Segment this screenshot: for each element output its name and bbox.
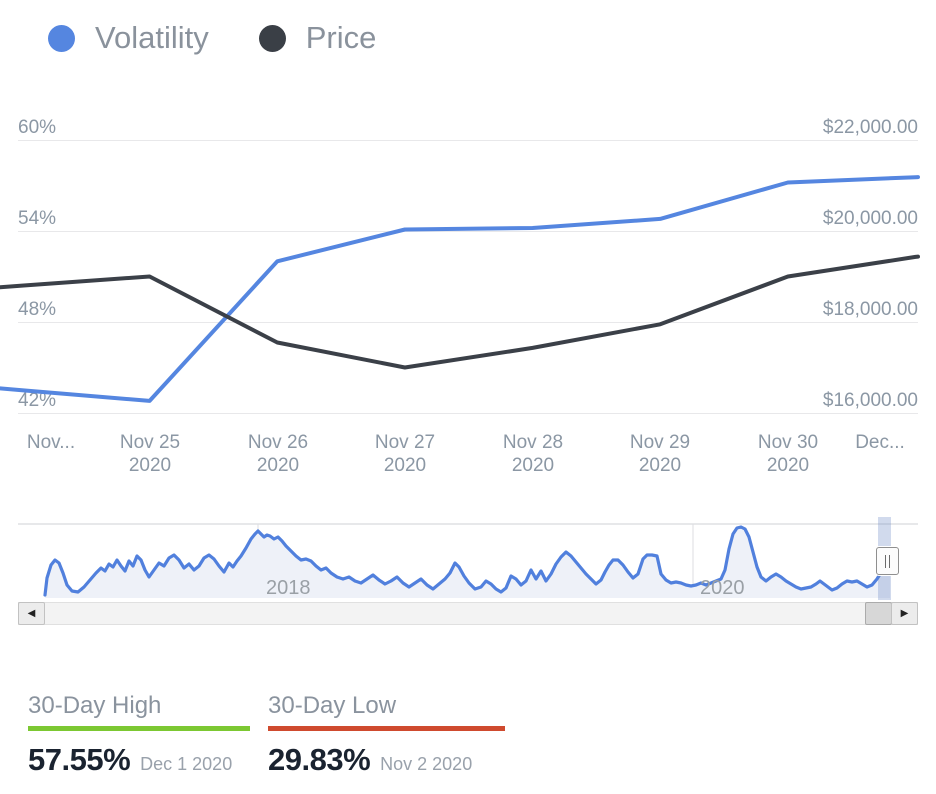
price-dot-icon	[258, 24, 286, 52]
stat-low-value: 29.83%	[268, 742, 371, 777]
navigator-year-label: 2020	[700, 577, 745, 599]
price-line	[0, 254, 920, 370]
stat-high-value: 57.55%	[28, 742, 131, 777]
plot-area[interactable]	[0, 0, 936, 515]
grip-lines-icon	[889, 554, 890, 568]
legend-label-volatility: Volatility	[95, 20, 209, 55]
stat-30-day-low: 30-Day Low 29.83% Nov 2 2020	[268, 692, 505, 778]
left-axis-tick: 42%	[18, 390, 57, 411]
left-axis-tick: 54%	[18, 208, 57, 229]
volatility-line	[0, 175, 920, 403]
navigator-chart[interactable]	[0, 515, 936, 605]
navigator-year-label: 2018	[266, 577, 311, 599]
scrollbar-thumb[interactable]	[865, 602, 892, 625]
x-tick: Dec...	[855, 432, 905, 453]
grip-lines-icon	[885, 554, 886, 568]
legend-item-price[interactable]: Price	[258, 20, 377, 56]
right-axis-tick: $20,000.00	[822, 208, 918, 229]
stat-low-label: 30-Day Low	[268, 692, 397, 719]
volatility-dot-icon	[48, 24, 75, 52]
x-tick: Nov...	[26, 432, 76, 453]
stat-high-label: 30-Day High	[28, 692, 162, 719]
navigator-handle[interactable]	[876, 547, 899, 575]
legend-label-price: Price	[305, 20, 377, 55]
stat-high-accent-bar	[28, 726, 250, 731]
right-axis-tick: $22,000.00	[822, 117, 918, 138]
left-axis-tick: 48%	[18, 299, 57, 320]
right-arrow-icon: ▶	[900, 608, 909, 619]
navigator-area	[45, 527, 890, 598]
navigator-line	[43, 525, 892, 597]
gridline	[18, 322, 918, 323]
legend-item-volatility[interactable]: Volatility	[48, 20, 209, 56]
x-tick: Nov 26 2020	[247, 432, 309, 476]
x-tick: Nov 25 2020	[119, 432, 181, 476]
stat-low-accent-bar	[268, 726, 505, 731]
gridline	[18, 140, 918, 141]
stat-low-date: Nov 2 2020	[380, 754, 473, 774]
stat-high-date: Dec 1 2020	[140, 754, 233, 774]
x-tick: Nov 29 2020	[629, 432, 691, 476]
right-axis-tick: $16,000.00	[822, 390, 918, 411]
x-tick: Nov 27 2020	[374, 432, 436, 476]
stat-30-day-high: 30-Day High 57.55% Dec 1 2020	[28, 692, 250, 778]
gridline	[18, 413, 918, 414]
x-tick: Nov 28 2020	[502, 432, 564, 476]
navigator-scrollbar[interactable]: ◀ ▶	[18, 602, 918, 625]
scroll-left-button[interactable]: ◀	[18, 602, 45, 625]
right-axis-tick: $18,000.00	[822, 299, 918, 320]
chart-legend: Volatility Price	[48, 20, 376, 56]
gridline	[18, 231, 918, 232]
x-tick: Nov 30 2020	[757, 432, 819, 476]
left-axis-tick: 60%	[18, 117, 57, 138]
scroll-right-button[interactable]: ▶	[891, 602, 918, 625]
left-arrow-icon: ◀	[27, 608, 36, 619]
